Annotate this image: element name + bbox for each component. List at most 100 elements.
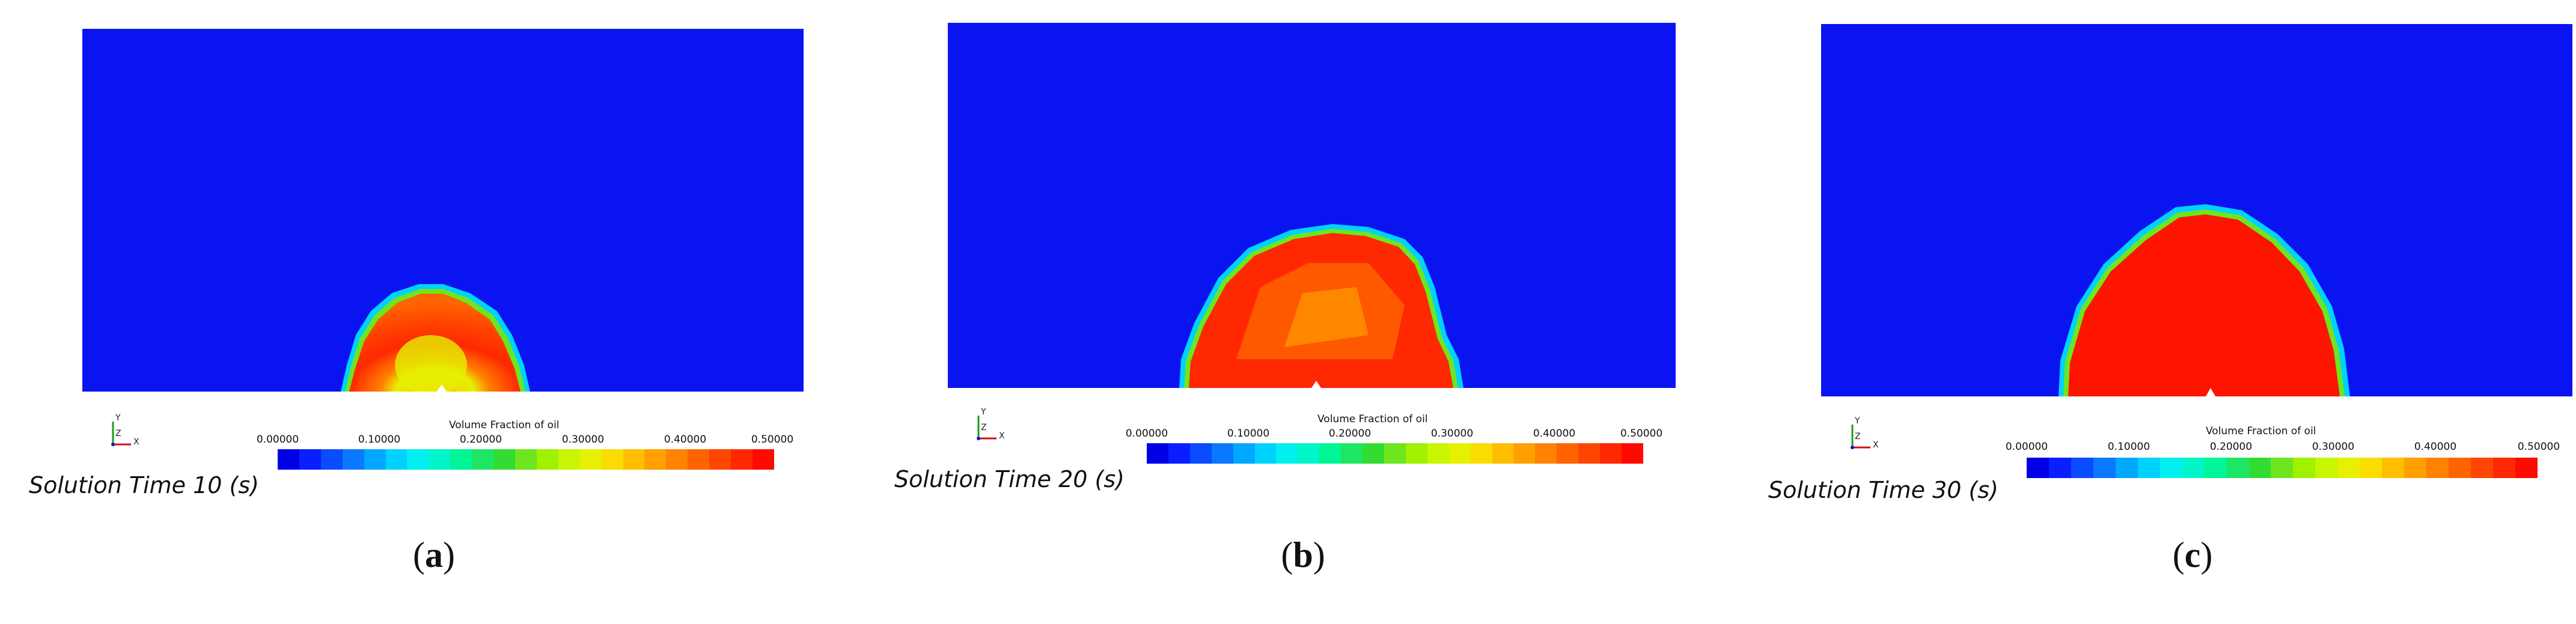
oil-fraction-field-b [948, 23, 1676, 388]
colorbar-swatch [385, 449, 407, 470]
tick-label: 0.30000 [1430, 428, 1474, 440]
colorbar-swatch [2137, 458, 2160, 478]
colorbar-swatch [1298, 443, 1320, 464]
colorbar-swatch [2515, 458, 2538, 478]
panel-b: Y X Z Volume Fraction of oil 0.00000 0.1… [865, 0, 1707, 624]
panel-caption-c: (c) [2172, 535, 2213, 575]
colorbar-swatch [342, 449, 364, 470]
colorbar-swatch [1405, 443, 1427, 464]
tick-label: 0.10000 [358, 434, 401, 446]
colorbar-swatch [2293, 458, 2316, 478]
solution-time-label-a: Solution Time 10 (s) [29, 472, 260, 498]
panel-c: Y X Z Volume Fraction of oil 0.00000 0.1… [1731, 0, 2572, 624]
colorbar-swatch [731, 449, 752, 470]
colorbar-swatch [2182, 458, 2205, 478]
axis-y-label: Y [981, 407, 986, 417]
tick-label: 0.20000 [1328, 428, 1372, 440]
colorbar-swatch [320, 449, 343, 470]
legend-title-b: Volume Fraction of oil [1317, 413, 1428, 425]
axis-triad-c: Y X Z [1846, 416, 1882, 453]
panel-caption-b: (b) [1281, 535, 1325, 575]
panel-a: Y X Z Volume Fraction of oil 0.00000 0.1… [0, 0, 841, 624]
colorbar-swatch [1147, 443, 1168, 464]
axis-triad-icon [977, 416, 997, 440]
colorbar-swatch [2048, 458, 2071, 478]
colorbar-swatch [364, 449, 386, 470]
axis-triad-b: Y X Z [972, 407, 1009, 444]
colorbar-swatch [1276, 443, 1298, 464]
colorbar-swatch [1513, 443, 1536, 464]
solution-time-label-b: Solution Time 20 (s) [894, 466, 1125, 492]
axis-z-label: Z [981, 423, 987, 432]
tick-label: 0.50000 [2517, 441, 2560, 453]
colorbar-swatch [1600, 443, 1622, 464]
colorbar-swatch [472, 449, 494, 470]
colorbar-swatch [1578, 443, 1601, 464]
axis-x-label: X [1873, 440, 1879, 450]
colorbar-swatch [2426, 458, 2449, 478]
colorbar-swatch [2071, 458, 2093, 478]
colorbar-swatch [666, 449, 688, 470]
tick-label: 0.20000 [2209, 441, 2253, 453]
colorbar-swatch [299, 449, 321, 470]
colorbar-swatch [558, 449, 580, 470]
colorbar-c [2027, 458, 2538, 478]
colorbar-swatch [1168, 443, 1190, 464]
colorbar-swatch [1233, 443, 1255, 464]
colorbar-swatch [1535, 443, 1557, 464]
legend-title-a: Volume Fraction of oil [449, 419, 560, 431]
colorbar-swatch [2159, 458, 2182, 478]
axis-x-label: X [133, 437, 139, 447]
colorbar-swatch [429, 449, 451, 470]
colorbar-swatch [752, 449, 774, 470]
colorbar-swatch [2027, 458, 2049, 478]
colorbar-swatch [2471, 458, 2494, 478]
colorbar-swatch [1470, 443, 1492, 464]
colorbar-swatch [2360, 458, 2382, 478]
solution-time-label-c: Solution Time 30 (s) [1768, 477, 1999, 503]
tick-label: 0.40000 [1533, 428, 1576, 440]
colorbar-swatch [514, 449, 537, 470]
axis-y-label: Y [115, 413, 121, 423]
tick-label: 0.10000 [2107, 441, 2150, 453]
colorbar-swatch [2115, 458, 2138, 478]
colorbar-swatch [2404, 458, 2427, 478]
tick-label: 0.00000 [1125, 428, 1168, 440]
tick-label: 0.00000 [2005, 441, 2048, 453]
axis-triad-icon [1851, 425, 1870, 449]
colorbar-swatch [688, 449, 710, 470]
colorbar-swatch [644, 449, 667, 470]
axis-x-label: X [999, 431, 1005, 441]
axis-z-label: Z [115, 429, 121, 438]
oil-fraction-field-c [1821, 24, 2572, 396]
colorbar-swatch [579, 449, 602, 470]
oil-plume-b [1179, 224, 1463, 388]
colorbar-swatch [1319, 443, 1341, 464]
colorbar-swatch [2093, 458, 2116, 478]
colorbar-swatch [1427, 443, 1449, 464]
colorbar-swatch [493, 449, 515, 470]
axis-y-label: Y [1855, 416, 1860, 426]
tick-label: 0.50000 [751, 434, 794, 446]
axis-z-label: Z [1855, 432, 1861, 441]
colorbar-swatch [1211, 443, 1233, 464]
colorbar-swatch [536, 449, 558, 470]
legend-title-c: Volume Fraction of oil [2206, 425, 2316, 437]
colorbar-a [278, 449, 774, 470]
colorbar-swatch [2382, 458, 2405, 478]
tick-label: 0.40000 [2414, 441, 2457, 453]
colorbar-swatch [2315, 458, 2338, 478]
colorbar-swatch [1341, 443, 1363, 464]
colorbar-swatch [709, 449, 731, 470]
colorbar-swatch [1254, 443, 1277, 464]
colorbar-b [1147, 443, 1643, 464]
axis-triad-a: Y X Z [107, 413, 143, 450]
colorbar-swatch [1492, 443, 1514, 464]
colorbar-swatch [1363, 443, 1384, 464]
colorbar-swatch [1448, 443, 1471, 464]
colorbar-swatch [2226, 458, 2249, 478]
tick-label: 0.30000 [561, 434, 605, 446]
tick-label: 0.30000 [2312, 441, 2355, 453]
tick-label: 0.10000 [1227, 428, 1270, 440]
colorbar-swatch [278, 449, 299, 470]
